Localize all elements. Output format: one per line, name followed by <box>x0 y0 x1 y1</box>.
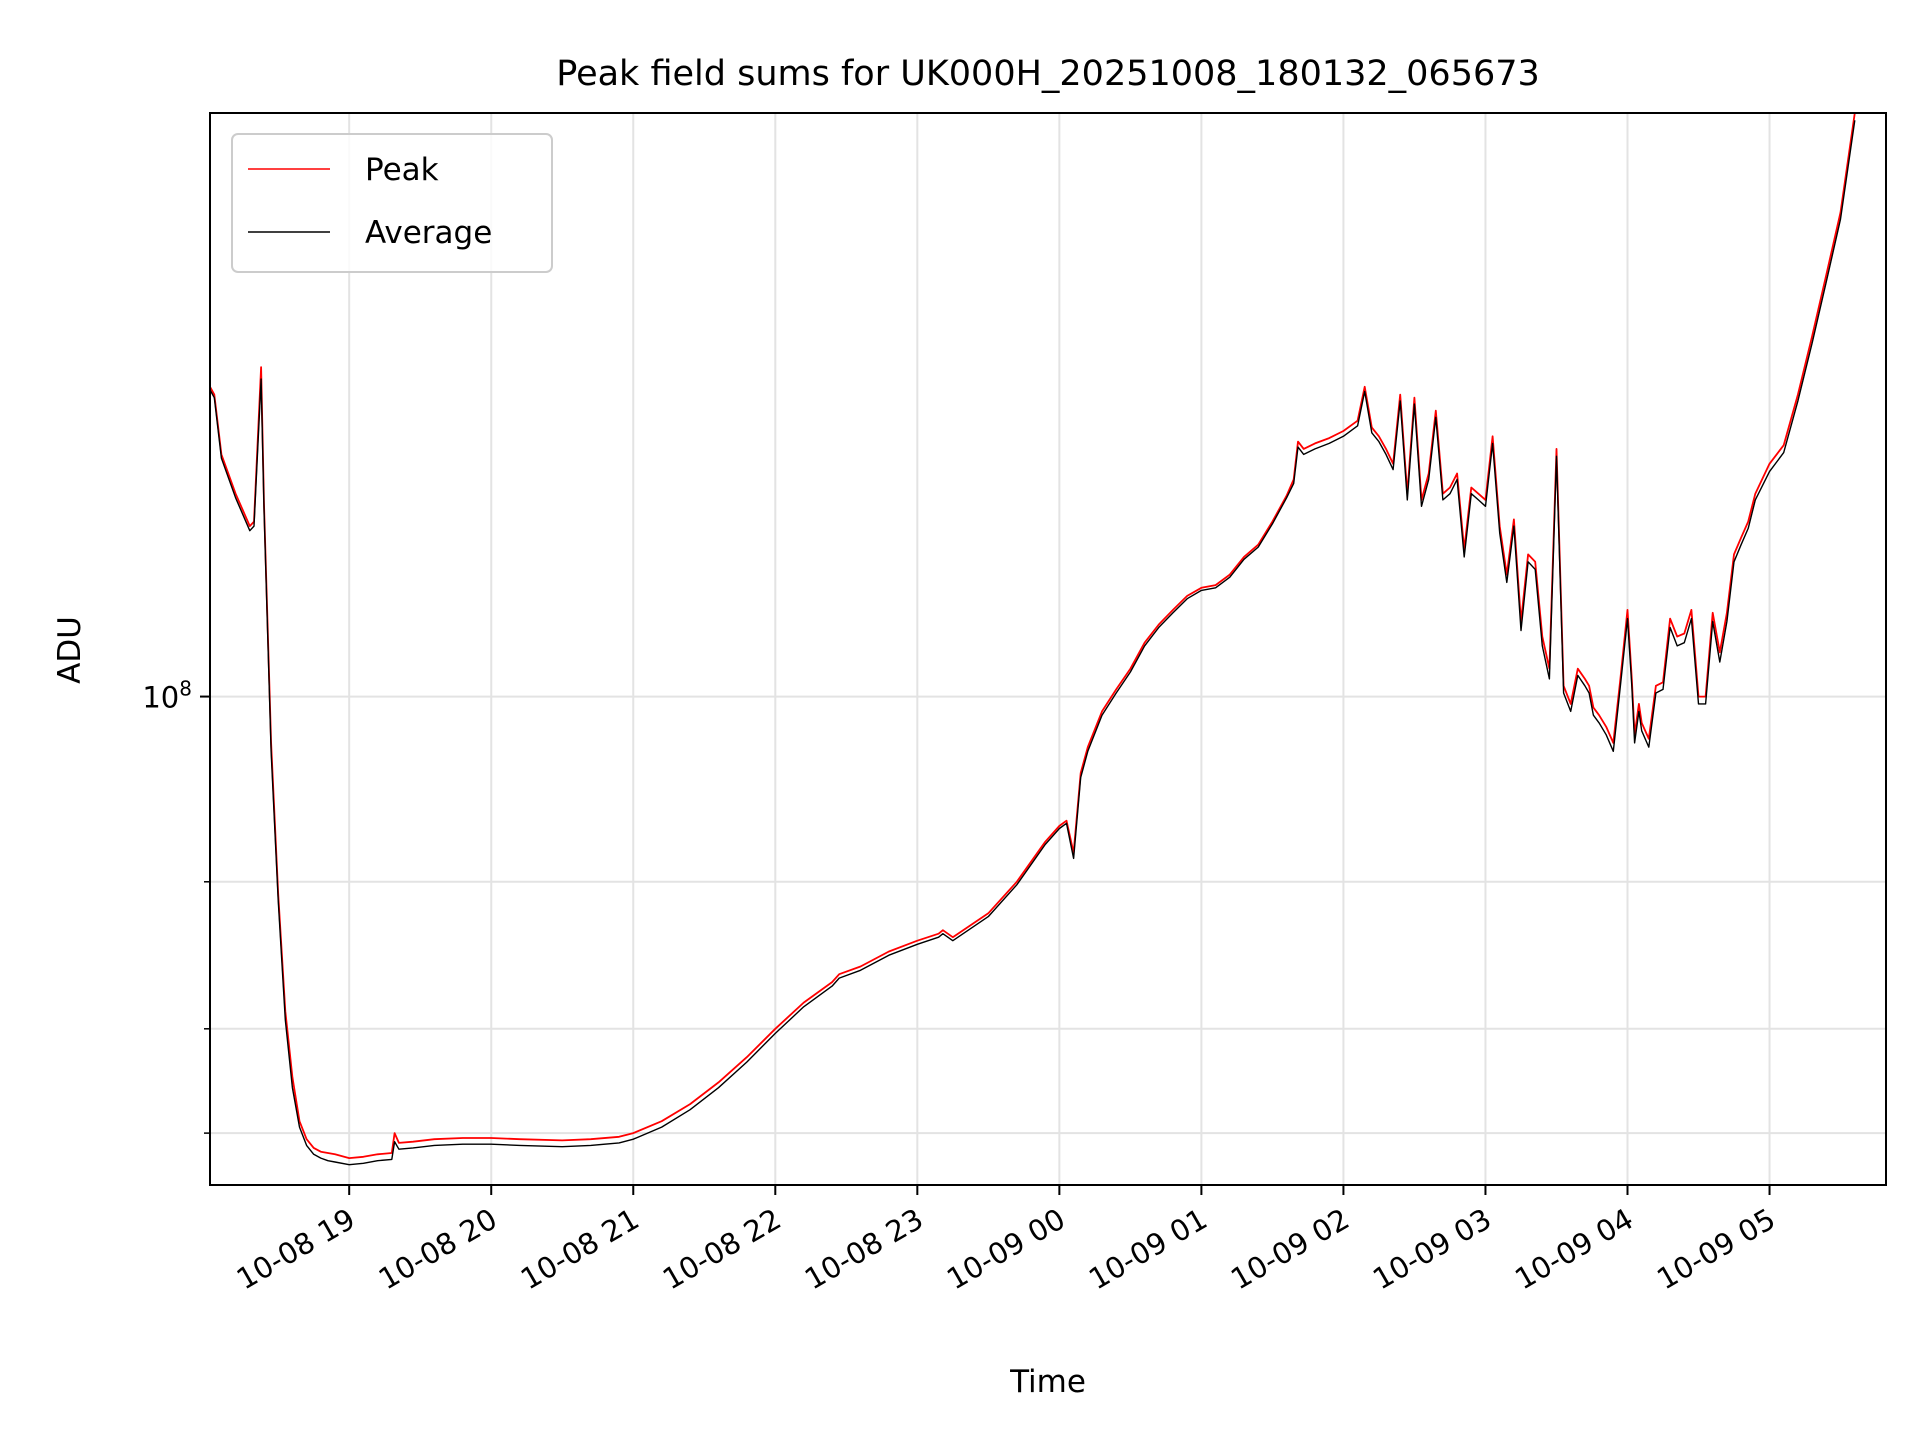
series-layer <box>209 112 1856 1166</box>
plot-frame <box>209 112 1887 1186</box>
x-axis-label: Time <box>1009 1364 1086 1400</box>
y-axis-label: ADU <box>52 616 88 684</box>
y-tick-label: 108 <box>142 677 192 715</box>
series-line-peak <box>209 112 1856 1159</box>
grid-layer <box>210 113 1886 1185</box>
legend-peak-label: Peak <box>365 152 439 188</box>
legend: Peak Average <box>231 133 553 273</box>
chart-title: Peak field sums for UK000H_20251008_1801… <box>556 54 1540 94</box>
series-line-average <box>209 120 1856 1166</box>
legend-average-label: Average <box>365 215 492 251</box>
